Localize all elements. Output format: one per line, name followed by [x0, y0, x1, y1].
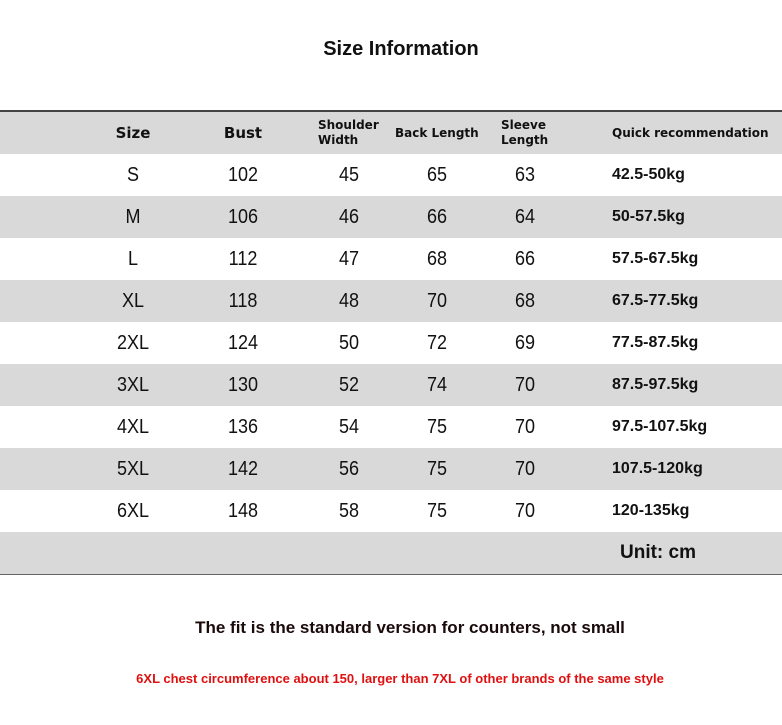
cell-sleeve: 69 — [514, 331, 536, 354]
cell-bust: 124 — [227, 331, 259, 354]
size-note: 6XL chest circumference about 150, large… — [136, 671, 664, 686]
size-table: Size Bust Shoulder Width Back Length Sle… — [0, 110, 782, 575]
cell-back-length: 75 — [426, 499, 448, 522]
page-title: Size Information — [323, 38, 479, 60]
cell-recommendation: 57.5-67.5kg — [612, 250, 699, 267]
cell-size: M — [125, 205, 141, 228]
header-sleeve: Sleeve Length — [501, 118, 549, 147]
table-row: XL 118 48 70 68 67.5-77.5kg — [0, 280, 782, 322]
cell-back-length: 70 — [426, 289, 448, 312]
cell-recommendation: 120-135kg — [612, 502, 690, 519]
cell-size: 4XL — [116, 415, 150, 438]
cell-back-length: 68 — [426, 247, 448, 270]
cell-sleeve: 66 — [514, 247, 536, 270]
cell-bust: 142 — [227, 457, 259, 480]
table-header: Size Bust Shoulder Width Back Length Sle… — [0, 112, 782, 154]
cell-shoulder: 45 — [338, 163, 360, 186]
cell-bust: 148 — [227, 499, 259, 522]
fit-note: The fit is the standard version for coun… — [195, 618, 625, 637]
cell-sleeve: 63 — [514, 163, 536, 186]
cell-shoulder: 52 — [338, 373, 360, 396]
unit-row: Unit: cm — [0, 532, 782, 574]
table-row: S 102 45 65 63 42.5-50kg — [0, 154, 782, 196]
header-bust: Bust — [223, 123, 263, 142]
cell-sleeve: 70 — [514, 415, 536, 438]
table-row: 4XL 136 54 75 70 97.5-107.5kg — [0, 406, 782, 448]
cell-shoulder: 54 — [338, 415, 360, 438]
cell-shoulder: 47 — [338, 247, 360, 270]
header-shoulder: Shoulder Width — [318, 118, 379, 147]
cell-size: XL — [121, 289, 145, 312]
cell-shoulder: 56 — [338, 457, 360, 480]
cell-size: L — [127, 247, 139, 270]
table-row: 3XL 130 52 74 70 87.5-97.5kg — [0, 364, 782, 406]
cell-sleeve: 70 — [514, 373, 536, 396]
cell-size: 6XL — [116, 499, 150, 522]
header-back-length: Back Length — [395, 125, 479, 140]
cell-shoulder: 58 — [338, 499, 360, 522]
cell-sleeve: 68 — [514, 289, 536, 312]
cell-back-length: 72 — [426, 331, 448, 354]
cell-shoulder: 50 — [338, 331, 360, 354]
cell-recommendation: 67.5-77.5kg — [612, 292, 699, 309]
cell-bust: 106 — [227, 205, 259, 228]
cell-bust: 102 — [227, 163, 259, 186]
cell-back-length: 75 — [426, 457, 448, 480]
table-row: 6XL 148 58 75 70 120-135kg — [0, 490, 782, 532]
cell-back-length: 75 — [426, 415, 448, 438]
cell-shoulder: 48 — [338, 289, 360, 312]
table-row: 2XL 124 50 72 69 77.5-87.5kg — [0, 322, 782, 364]
cell-recommendation: 77.5-87.5kg — [612, 334, 699, 351]
cell-size: 2XL — [116, 331, 150, 354]
cell-size: 3XL — [116, 373, 150, 396]
cell-bust: 118 — [228, 289, 258, 312]
cell-bust: 130 — [227, 373, 259, 396]
table-row: L 112 47 68 66 57.5-67.5kg — [0, 238, 782, 280]
cell-recommendation: 87.5-97.5kg — [612, 376, 699, 393]
cell-back-length: 65 — [426, 163, 448, 186]
cell-sleeve: 70 — [514, 457, 536, 480]
cell-recommendation: 97.5-107.5kg — [612, 418, 708, 435]
table-row: M 106 46 66 64 50-57.5kg — [0, 196, 782, 238]
cell-back-length: 74 — [426, 373, 448, 396]
cell-bust: 136 — [227, 415, 259, 438]
cell-size: 5XL — [116, 457, 150, 480]
cell-back-length: 66 — [426, 205, 448, 228]
cell-bust: 112 — [228, 247, 258, 270]
cell-sleeve: 70 — [514, 499, 536, 522]
header-recommendation: Quick recommendation — [612, 125, 769, 140]
cell-recommendation: 50-57.5kg — [612, 208, 685, 225]
cell-shoulder: 46 — [338, 205, 360, 228]
cell-size: S — [126, 163, 140, 186]
cell-recommendation: 107.5-120kg — [612, 460, 703, 477]
header-size: Size — [115, 123, 151, 142]
table-row: 5XL 142 56 75 70 107.5-120kg — [0, 448, 782, 490]
cell-recommendation: 42.5-50kg — [612, 166, 685, 183]
cell-sleeve: 64 — [514, 205, 536, 228]
unit-label: Unit: cm — [620, 542, 696, 563]
